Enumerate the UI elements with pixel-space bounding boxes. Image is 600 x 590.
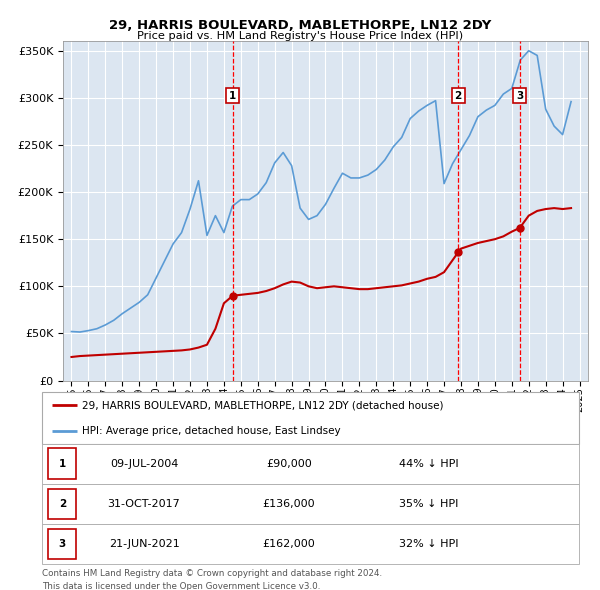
Bar: [49, 529, 76, 559]
Text: This data is licensed under the Open Government Licence v3.0.: This data is licensed under the Open Gov…: [42, 582, 320, 590]
Text: 21-JUN-2021: 21-JUN-2021: [109, 539, 179, 549]
Bar: [49, 448, 76, 479]
Text: 2: 2: [454, 91, 462, 100]
Text: 2: 2: [59, 499, 66, 509]
Text: 31-OCT-2017: 31-OCT-2017: [107, 499, 181, 509]
Text: 44% ↓ HPI: 44% ↓ HPI: [399, 459, 458, 468]
Text: £136,000: £136,000: [263, 499, 316, 509]
Text: 1: 1: [59, 459, 66, 468]
Text: HPI: Average price, detached house, East Lindsey: HPI: Average price, detached house, East…: [82, 426, 341, 435]
Text: Contains HM Land Registry data © Crown copyright and database right 2024.: Contains HM Land Registry data © Crown c…: [42, 569, 382, 578]
Text: 29, HARRIS BOULEVARD, MABLETHORPE, LN12 2DY (detached house): 29, HARRIS BOULEVARD, MABLETHORPE, LN12 …: [82, 400, 444, 410]
Text: 1: 1: [229, 91, 236, 100]
Text: 3: 3: [516, 91, 523, 100]
Bar: [49, 489, 76, 519]
Text: £90,000: £90,000: [266, 459, 312, 468]
Text: Price paid vs. HM Land Registry's House Price Index (HPI): Price paid vs. HM Land Registry's House …: [137, 31, 463, 41]
Text: £162,000: £162,000: [263, 539, 316, 549]
Text: 35% ↓ HPI: 35% ↓ HPI: [399, 499, 458, 509]
Text: 32% ↓ HPI: 32% ↓ HPI: [399, 539, 458, 549]
Text: 09-JUL-2004: 09-JUL-2004: [110, 459, 178, 468]
Text: 29, HARRIS BOULEVARD, MABLETHORPE, LN12 2DY: 29, HARRIS BOULEVARD, MABLETHORPE, LN12 …: [109, 19, 491, 32]
Text: 3: 3: [59, 539, 66, 549]
